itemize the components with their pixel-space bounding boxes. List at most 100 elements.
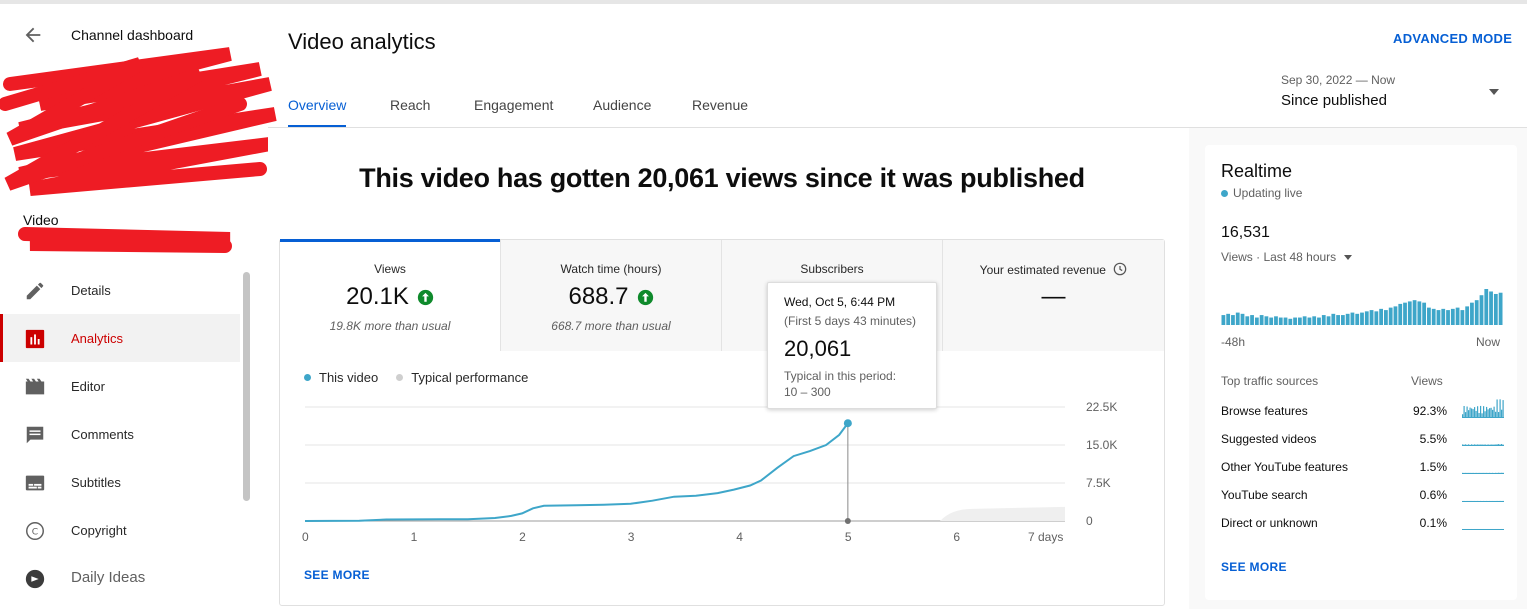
traffic-source-percent: 92.3% (1412, 404, 1447, 418)
highlight-point[interactable] (843, 419, 852, 428)
legend-dot (304, 374, 311, 381)
pencil-icon (26, 282, 44, 300)
traffic-source-percent: 5.5% (1419, 432, 1447, 446)
sparkline-bar (1468, 410, 1470, 418)
sidebar-scrollbar[interactable] (243, 272, 250, 501)
legend-label: Typical performance (411, 370, 529, 385)
sparkline-bar (1469, 407, 1471, 418)
metric-comparison: 19.8K more than usual (329, 319, 451, 333)
realtime-bar (1388, 307, 1393, 325)
realtime-bar (1412, 300, 1417, 325)
realtime-bar (1321, 315, 1326, 325)
sidebar-item-daily-ideas[interactable]: Daily Ideas (0, 554, 240, 602)
realtime-title: Realtime (1221, 161, 1293, 181)
trend-up-icon (637, 289, 653, 305)
tab-revenue[interactable]: Revenue (692, 97, 749, 113)
y-tick-label: 0 (1086, 514, 1093, 528)
sidebar-item-copyright[interactable]: C Copyright (0, 506, 240, 554)
metrics-card: Views 20.1K 19.8K more than usual Watch … (279, 239, 1165, 606)
realtime-see-more-button[interactable]: SEE MORE (1221, 560, 1287, 574)
tab-reach[interactable]: Reach (390, 97, 431, 113)
realtime-bar (1393, 306, 1398, 325)
sidebar-item-analytics[interactable]: Analytics (0, 314, 240, 362)
sidebar-item-label: Analytics (71, 331, 124, 346)
realtime-bar (1398, 303, 1403, 325)
traffic-source-sparkline (1462, 443, 1504, 446)
traffic-source-row: Browse features 92.3% (1221, 399, 1504, 432)
realtime-bar (1360, 312, 1364, 325)
back-button[interactable] (22, 24, 44, 46)
channel-dashboard-label[interactable]: Channel dashboard (71, 27, 194, 43)
sparkline-bar (1496, 399, 1498, 418)
x-tick-label: 2 (519, 530, 526, 544)
sidebar-item-details[interactable]: Details (0, 266, 240, 314)
realtime-period-selector[interactable]: Views · Last 48 hours (1221, 250, 1353, 264)
traffic-sources-header: Top traffic sources Views (1221, 374, 1503, 388)
tab-engagement[interactable]: Engagement (474, 97, 554, 113)
realtime-bar (1345, 313, 1350, 325)
realtime-bar (1364, 311, 1369, 325)
realtime-bar (1312, 316, 1317, 325)
realtime-bar (1460, 310, 1465, 325)
tab-audience[interactable]: Audience (593, 97, 652, 113)
metric-comparison: 668.7 more than usual (551, 319, 671, 333)
y-tick-label: 7.5K (1086, 476, 1111, 490)
copyright-icon: C (26, 522, 44, 540)
trend-up-icon (417, 289, 434, 305)
realtime-bar (1340, 315, 1345, 325)
traffic-source-name: Browse features (1221, 404, 1308, 418)
chart-legend: This video Typical performance (304, 370, 528, 385)
sparkline-bar (1486, 406, 1488, 418)
traffic-source-name: Suggested videos (1221, 432, 1317, 446)
tab-overview[interactable]: Overview (288, 90, 346, 128)
tooltip-period: (First 5 days 43 minutes) (784, 314, 917, 328)
metric-value-row: — (943, 283, 1164, 311)
realtime-bar (1450, 308, 1455, 325)
legend-label: This video (319, 370, 379, 385)
date-range-selector[interactable]: Sep 30, 2022 — Now Since published (1281, 73, 1511, 115)
realtime-bar (1254, 317, 1259, 325)
x-tick-label: 6 (953, 530, 960, 544)
sidebar-item-editor[interactable]: Editor (0, 362, 240, 410)
see-more-button[interactable]: SEE MORE (304, 568, 370, 582)
sidebar-item-comments[interactable]: Comments (0, 410, 240, 458)
realtime-bar (1489, 291, 1493, 325)
metric-value-row: 688.7 (501, 283, 721, 311)
comment-icon (26, 426, 44, 444)
realtime-bar (1403, 302, 1407, 325)
metric-value: 20.1K (346, 283, 409, 310)
svg-text:C: C (32, 527, 38, 538)
advanced-mode-button[interactable]: ADVANCED MODE (1393, 31, 1513, 46)
realtime-status: Updating live (1221, 186, 1302, 200)
realtime-bar (1441, 308, 1446, 325)
header-divider (268, 127, 1527, 128)
sidebar-item-subtitles[interactable]: Subtitles (0, 458, 240, 506)
traffic-source-sparkline (1462, 399, 1504, 418)
realtime-bar (1235, 312, 1240, 325)
y-tick-label: 15.0K (1086, 438, 1117, 452)
sidebar-item-label: Comments (71, 427, 134, 442)
sparkline-bar (1463, 405, 1465, 418)
realtime-bar (1336, 315, 1340, 325)
sparkline-bar (1487, 409, 1489, 418)
realtime-bar (1479, 295, 1484, 325)
sparkline-bar (1474, 407, 1476, 418)
tooltip-typical: Typical in this period: 10 – 300 (784, 368, 920, 400)
sparkline-bar (1502, 400, 1504, 418)
subtitles-icon (25, 475, 45, 491)
y-tick-label: 22.5K (1086, 400, 1117, 414)
realtime-bar (1288, 318, 1293, 325)
metric-watch-time[interactable]: Watch time (hours) 688.7 668.7 more than… (501, 240, 722, 351)
metric-value: — (1041, 283, 1066, 310)
realtime-bar (1226, 313, 1231, 325)
traffic-source-sparkline (1462, 500, 1504, 502)
tooltip-date: Wed, Oct 5, 6:44 PM (784, 295, 896, 309)
metric-value-row: 20.1K (280, 283, 500, 311)
metric-estimated-revenue[interactable]: Your estimated revenue — (943, 240, 1164, 351)
realtime-bar (1274, 316, 1278, 325)
realtime-bar (1283, 317, 1288, 325)
realtime-bar (1384, 310, 1388, 325)
legend-typical: Typical performance (396, 370, 528, 385)
views-chart[interactable]: 0 7.5K 15.0K 22.5K 0 1 2 3 4 5 6 7 days (280, 390, 1164, 560)
metric-views[interactable]: Views 20.1K 19.8K more than usual (280, 239, 501, 351)
